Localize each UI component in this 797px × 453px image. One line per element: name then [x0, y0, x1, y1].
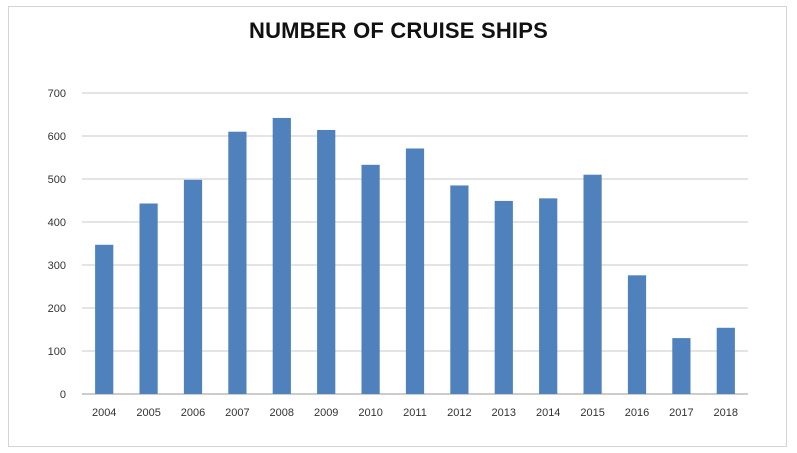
bar-2016 — [627, 275, 647, 394]
y-tick-label: 400 — [48, 217, 66, 229]
y-tick-label: 600 — [48, 131, 66, 143]
bar-2018 — [716, 327, 735, 394]
chart-title: NUMBER OF CRUISE SHIPS — [249, 18, 548, 43]
bar-2004 — [95, 244, 114, 394]
x-axis-ticks: 2004 2005 2006 2007 2008 2009 2010 2011 2012 2013… — [92, 407, 738, 419]
x-tick-label: 2010 — [358, 407, 382, 419]
x-tick-label: 2006 — [181, 407, 205, 419]
x-tick-label: 2015 — [580, 407, 604, 419]
y-tick-label: 100 — [48, 346, 66, 358]
y-axis-ticks: 0 100 200 300 400 500 600 700 — [48, 88, 66, 401]
bar-2006 — [183, 179, 203, 394]
bar-2014 — [539, 198, 558, 394]
chart-frame — [8, 6, 787, 447]
x-tick-label: 2016 — [625, 407, 649, 419]
x-tick-label: 2018 — [714, 407, 738, 419]
x-tick-label: 2007 — [225, 407, 249, 419]
bar-2008 — [272, 117, 291, 394]
bar-2005 — [139, 203, 158, 394]
x-tick-label: 2009 — [314, 407, 338, 419]
x-tick-label: 2011 — [403, 407, 427, 419]
y-tick-label: 0 — [60, 389, 66, 401]
bar-2010 — [361, 164, 380, 394]
bar-2015 — [583, 174, 602, 394]
y-tick-label: 200 — [48, 303, 66, 315]
y-tick-label: 500 — [48, 174, 66, 186]
x-tick-label: 2013 — [492, 407, 516, 419]
x-tick-label: 2012 — [447, 407, 471, 419]
bar-2017 — [672, 338, 691, 394]
x-tick-label: 2005 — [136, 407, 160, 419]
bar-2013 — [494, 200, 513, 394]
y-tick-label: 300 — [48, 260, 66, 272]
bar-2012 — [450, 185, 469, 394]
bars — [95, 117, 735, 395]
y-tick-label: 700 — [48, 88, 66, 100]
bar-2007 — [228, 131, 247, 394]
x-tick-label: 2017 — [669, 407, 693, 419]
bar-2009 — [317, 129, 336, 395]
x-tick-label: 2004 — [92, 407, 116, 419]
x-tick-label: 2008 — [270, 407, 294, 419]
x-tick-label: 2014 — [536, 407, 560, 419]
bar-2011 — [405, 148, 425, 394]
